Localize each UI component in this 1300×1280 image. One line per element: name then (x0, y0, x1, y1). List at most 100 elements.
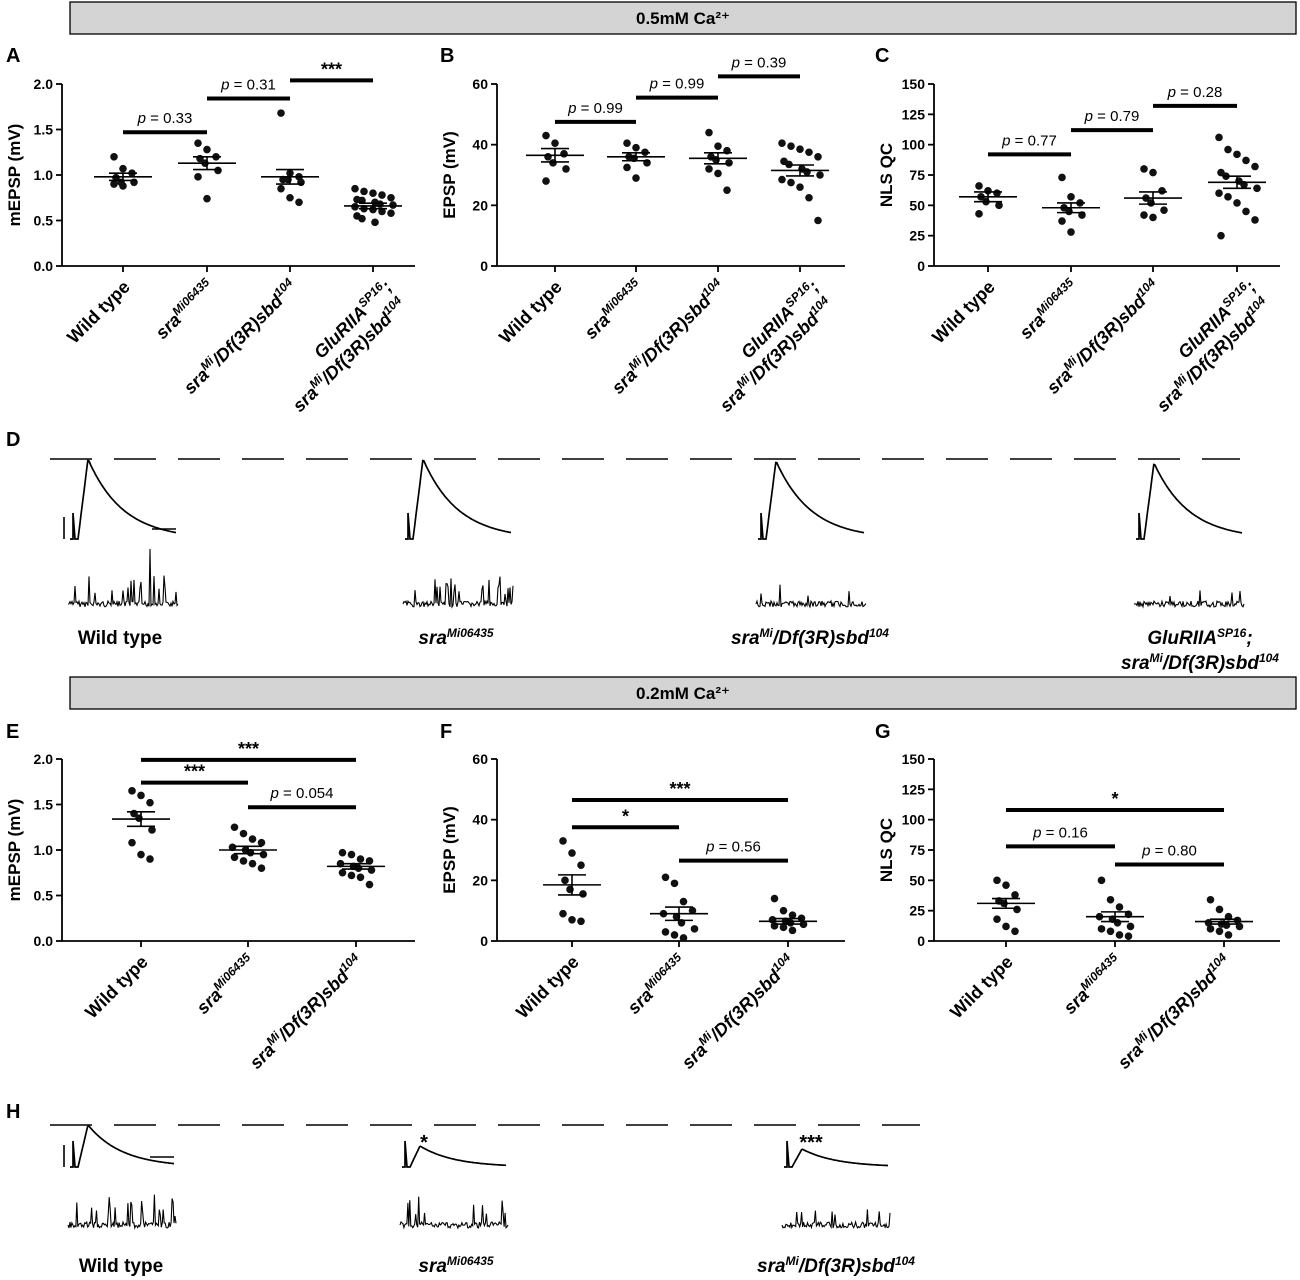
trace-group-h-sraDf: sraMi/Df(3R)sbd104 *** (757, 1132, 915, 1277)
y-tick-label: 0 (917, 258, 925, 274)
data-point (1215, 905, 1224, 914)
y-axis-label: NLS QC (877, 143, 896, 207)
data-point (788, 926, 797, 935)
y-axis-label: EPSP (mV) (440, 131, 459, 219)
data-point (351, 203, 359, 211)
trace-group-d-glu: GluRIIASP16;sraMi/Df(3R)sbd104 (1121, 463, 1279, 674)
y-axis-label: mEPSP (mV) (5, 124, 24, 227)
y-tick-label: 150 (902, 76, 926, 92)
data-point (148, 826, 156, 834)
trace-label: Wild type (78, 628, 162, 649)
data-point (257, 864, 266, 872)
data-point (1233, 199, 1241, 207)
data-point (559, 909, 567, 918)
data-point (670, 931, 679, 939)
chart-g: 0 25 50 75 100 125 150 NLS QC Wild type sraMi0643… (877, 751, 1280, 1073)
data-point (203, 194, 211, 203)
significance-label: p = 0.80 (1141, 843, 1197, 860)
mini-trace (399, 1196, 509, 1230)
mini-trace (402, 576, 514, 609)
banner-top-label: 0.5mM Ca²⁺ (636, 9, 730, 28)
significance-label: p = 0.28 (1167, 84, 1223, 101)
category-label: Wild type (495, 277, 566, 348)
data-point (378, 207, 386, 216)
data-point (562, 165, 570, 173)
data-point (387, 193, 395, 202)
data-point (679, 897, 688, 906)
category-label: Wild type (512, 952, 583, 1023)
y-tick-label: 1.5 (34, 797, 54, 813)
data-point (814, 216, 822, 225)
data-point (1224, 193, 1232, 201)
y-tick-label: 75 (909, 842, 925, 858)
data-point (661, 928, 670, 936)
chart-f: 0 20 40 60 EPSP (mV) Wild type sraMi06435sraMi… (440, 751, 845, 1073)
data-point (816, 171, 824, 179)
data-point (559, 837, 567, 845)
data-point (568, 915, 576, 924)
significance-label: p = 0.31 (220, 77, 276, 94)
data-point (112, 173, 120, 182)
data-point (577, 917, 585, 926)
data-point (214, 166, 222, 175)
significance-label: p = 0.99 (649, 76, 705, 93)
data-point (796, 145, 804, 154)
category-label: sraMi06435 (1014, 275, 1082, 343)
y-tick-label: 1.0 (34, 842, 54, 858)
data-point (1233, 150, 1241, 159)
data-point (365, 857, 374, 865)
data-point (1158, 186, 1166, 195)
trace-group-d-wt: Wild type (63, 459, 179, 649)
trace-label: sraMi/Df(3R)sbd104 (1121, 651, 1279, 674)
data-point (351, 184, 359, 193)
chart-a: 0.0 0.5 1.0 1.5 2.0 mEPSP (mV) Wild type sraMi0… (5, 59, 415, 416)
data-point (1215, 133, 1223, 142)
significance-label: * (1111, 789, 1118, 809)
y-axis-label: mEPSP (mV) (5, 799, 24, 902)
data-point (568, 849, 576, 857)
trace-group-h-sra: sraMi06435 * (399, 1132, 509, 1277)
category-label: Wild type (81, 952, 152, 1023)
data-point (387, 209, 395, 218)
y-tick-label: 25 (909, 903, 925, 919)
data-point (705, 165, 713, 173)
category-label: sraMi06435 (579, 275, 647, 343)
data-point (623, 139, 631, 147)
data-point (770, 894, 779, 903)
epsp-trace (70, 1124, 175, 1168)
data-point (993, 915, 1001, 923)
epsp-trace (784, 1140, 888, 1168)
data-point (1124, 932, 1133, 940)
data-point (1140, 211, 1148, 219)
data-point (1126, 922, 1135, 931)
panel-letter-e: E (6, 721, 19, 743)
epsp-trace (1136, 463, 1243, 540)
trace-group-d-sra: sraMi06435 (402, 459, 514, 649)
y-tick-label: 0.0 (34, 258, 54, 274)
data-point (778, 139, 786, 147)
data-point (1242, 207, 1250, 216)
data-point (365, 880, 374, 889)
data-point (1206, 895, 1215, 904)
mini-trace (67, 548, 179, 608)
data-point (551, 139, 559, 147)
data-point (347, 871, 356, 880)
data-point (286, 193, 294, 202)
y-tick-label: 75 (909, 167, 925, 183)
data-point (661, 873, 670, 882)
y-axis-label: NLS QC (877, 818, 896, 882)
trace-panel-d: Wild type sraMi06435 sraMi/Df(3R)sbd104 Glu… (50, 458, 1279, 674)
trace-label: sraMi06435 (418, 1254, 494, 1277)
data-point (146, 855, 154, 863)
significance-label: p = 0.79 (1084, 108, 1140, 125)
data-point (1149, 168, 1157, 177)
data-point (670, 879, 679, 888)
trace-label: sraMi/Df(3R)sbd104 (757, 1254, 915, 1277)
y-tick-label: 60 (472, 76, 488, 92)
y-tick-label: 50 (909, 197, 925, 213)
y-tick-label: 150 (902, 751, 926, 767)
data-point (1224, 145, 1232, 154)
significance-label: p = 0.56 (705, 839, 761, 856)
